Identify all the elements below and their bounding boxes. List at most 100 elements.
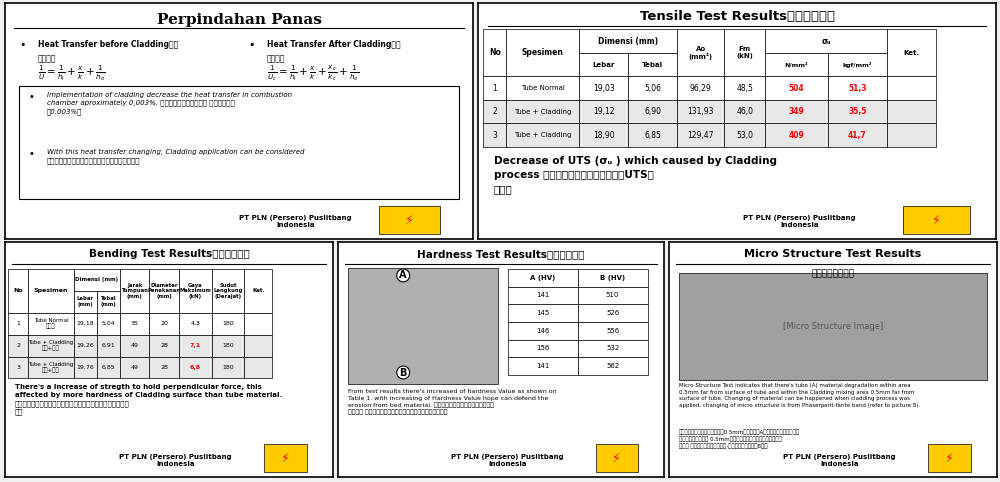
Bar — [28, 335, 74, 357]
Bar — [97, 335, 120, 357]
Text: 48,5: 48,5 — [736, 83, 753, 93]
Bar — [578, 269, 648, 287]
Bar — [74, 291, 97, 313]
Bar — [679, 272, 987, 379]
Text: Heat Transfer before Cladding熔敞: Heat Transfer before Cladding熔敞 — [38, 40, 178, 49]
Bar — [244, 335, 272, 357]
Text: Tube + Cladding
管子+熔敞: Tube + Cladding 管子+熔敞 — [28, 362, 74, 373]
Bar — [828, 76, 887, 100]
Bar — [508, 322, 578, 340]
Text: From test results there's increased of hardness Value as shown on
Table 1. with : From test results there's increased of h… — [348, 389, 556, 415]
Bar — [244, 269, 272, 313]
Bar — [578, 340, 648, 357]
Text: $\frac{1}{U} = \frac{1}{h_i} + \frac{x}{k} + \frac{1}{h_o}$: $\frac{1}{U} = \frac{1}{h_i} + \frac{x}{… — [38, 63, 106, 83]
Text: 5,06: 5,06 — [644, 83, 661, 93]
Text: A: A — [399, 270, 407, 281]
Bar — [483, 29, 506, 76]
Text: 19,03: 19,03 — [593, 83, 614, 93]
Text: kgf/mm²: kgf/mm² — [843, 62, 872, 67]
Text: ⚡: ⚡ — [932, 213, 941, 226]
Bar — [120, 357, 149, 378]
Text: 19,12: 19,12 — [593, 107, 614, 116]
Text: •: • — [19, 40, 26, 50]
Text: Dimensi (mm): Dimensi (mm) — [598, 37, 658, 45]
Text: 5,04: 5,04 — [101, 321, 115, 326]
Text: 18,90: 18,90 — [593, 131, 614, 140]
Text: [Micro Structure Image]: [Micro Structure Image] — [783, 322, 883, 331]
Bar — [887, 123, 936, 147]
Bar — [628, 76, 677, 100]
Text: 532: 532 — [606, 346, 619, 351]
Text: 131,93: 131,93 — [687, 107, 714, 116]
Bar — [28, 269, 74, 313]
Bar — [179, 357, 212, 378]
Bar — [244, 313, 272, 335]
Bar — [724, 123, 765, 147]
Bar — [74, 313, 97, 335]
Bar — [579, 29, 677, 53]
Text: Jarak
Tumpuan
(mm): Jarak Tumpuan (mm) — [121, 282, 148, 299]
Bar — [828, 123, 887, 147]
Text: Dimensi (mm): Dimensi (mm) — [75, 278, 118, 282]
Bar — [887, 100, 936, 123]
Text: Lebar
(mm): Lebar (mm) — [77, 296, 94, 307]
Text: 409: 409 — [789, 131, 804, 140]
Bar — [149, 269, 179, 313]
Bar — [578, 322, 648, 340]
Bar — [578, 287, 648, 304]
Text: 562: 562 — [606, 363, 619, 369]
Bar — [765, 29, 887, 53]
Bar — [120, 269, 149, 313]
Text: 1: 1 — [16, 321, 20, 326]
Bar — [179, 269, 212, 313]
Bar — [828, 53, 887, 76]
Text: Tebal
(mm): Tebal (mm) — [100, 296, 116, 307]
Text: 7,1: 7,1 — [190, 343, 201, 348]
Bar — [508, 340, 578, 357]
Text: Perpindahan Panas: Perpindahan Panas — [157, 13, 321, 27]
Text: Tensile Test Results拉力测试结果: Tensile Test Results拉力测试结果 — [640, 11, 834, 24]
Text: 180: 180 — [222, 365, 234, 370]
Text: PT PLN (Persero) Puslitbang
Indonesia: PT PLN (Persero) Puslitbang Indonesia — [119, 454, 232, 467]
Bar — [677, 100, 724, 123]
Bar — [8, 357, 28, 378]
Text: 6,8: 6,8 — [190, 365, 201, 370]
Bar — [244, 357, 272, 378]
Bar — [179, 335, 212, 357]
Text: Ket.: Ket. — [904, 50, 920, 56]
Bar — [677, 29, 724, 76]
Bar — [8, 269, 28, 313]
Bar — [506, 123, 579, 147]
Text: 556: 556 — [606, 328, 619, 334]
Bar — [677, 76, 724, 100]
Text: 后热传递: 后热传递 — [267, 54, 286, 63]
Text: 504: 504 — [789, 83, 804, 93]
Text: 146: 146 — [536, 328, 549, 334]
Text: Decrease of UTS (σᵤ ) which caused by Cladding
process 熔敞过程导致极限抗拉强度（UTS）
下降。: Decrease of UTS (σᵤ ) which caused by Cl… — [494, 156, 777, 194]
Text: 3: 3 — [492, 131, 497, 140]
Bar — [578, 304, 648, 322]
Text: 19,76: 19,76 — [76, 365, 94, 370]
Bar — [724, 100, 765, 123]
Text: 6,91: 6,91 — [101, 343, 115, 348]
Bar — [579, 76, 628, 100]
Text: Heat Transfer After Cladding熔敞: Heat Transfer After Cladding熔敞 — [267, 40, 401, 49]
Bar — [579, 100, 628, 123]
Text: N/mm²: N/mm² — [785, 62, 808, 67]
Bar — [149, 335, 179, 357]
Text: A (HV): A (HV) — [530, 275, 555, 281]
Bar — [97, 357, 120, 378]
Text: 35,5: 35,5 — [848, 107, 867, 116]
Text: 6,85: 6,85 — [644, 131, 661, 140]
Bar — [508, 287, 578, 304]
Text: 6,85: 6,85 — [102, 365, 115, 370]
Bar — [508, 357, 578, 375]
Text: 微观结构测试结果: 微观结构测试结果 — [812, 269, 854, 278]
Bar — [765, 53, 828, 76]
Bar — [724, 29, 765, 76]
Bar — [506, 100, 579, 123]
Text: $\frac{1}{U_c} = \frac{1}{h_i} + \frac{x}{k} + \frac{x_c}{k_c} + \frac{1}{h_o}$: $\frac{1}{U_c} = \frac{1}{h_i} + \frac{x… — [267, 63, 359, 83]
Text: B: B — [400, 367, 407, 377]
Bar — [74, 335, 97, 357]
Bar — [212, 313, 244, 335]
